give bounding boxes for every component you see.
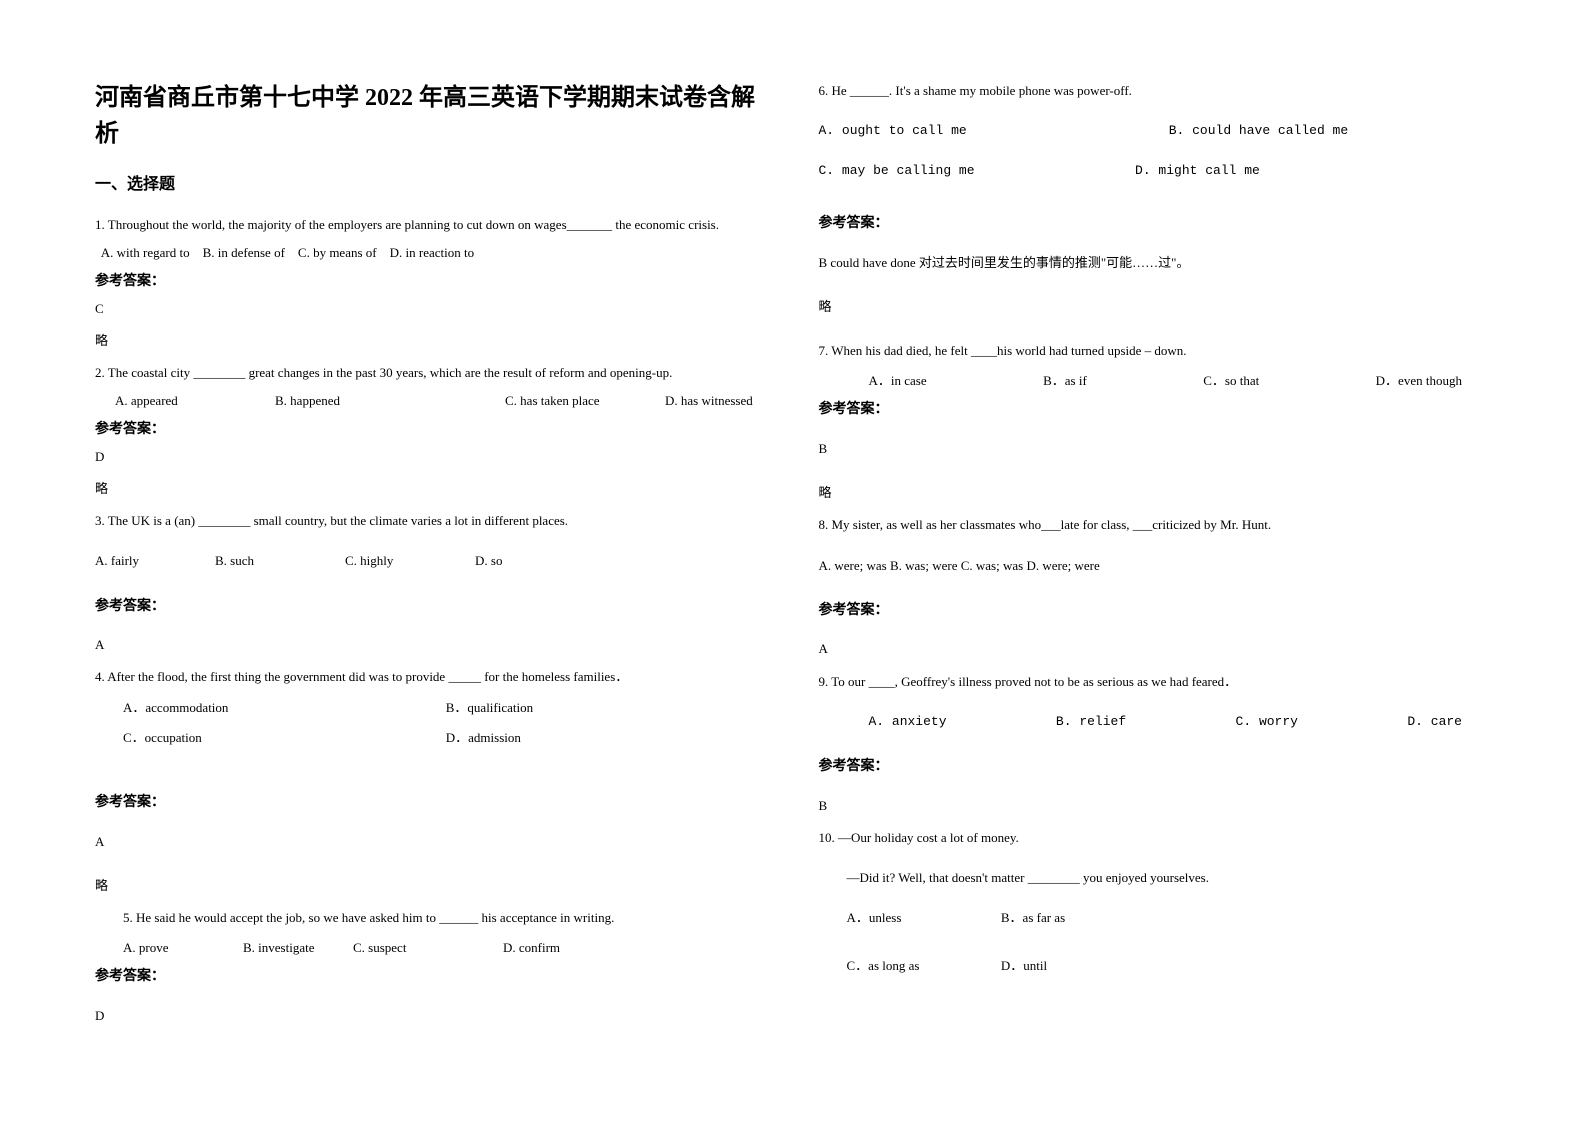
q1-options: A. with regard to B. in defense of C. by… [95,242,769,264]
question-10: 10. —Our holiday cost a lot of money. —D… [819,827,1493,985]
q10-opt-a: A．unless [847,907,1001,929]
q9-opt-c: C. worry [1236,711,1298,733]
answer-label: 参考答案： [95,965,769,989]
q6-note: 略 [819,296,1493,318]
question-8: 8. My sister, as well as her classmates … [819,514,1493,660]
q4-text: 4. After the flood, the first thing the … [95,666,769,688]
q3-options: A. fairly B. such C. highly D. so [95,550,769,572]
q1-note: 略 [95,330,769,352]
q6-opt-c: C. may be calling me [819,160,1136,182]
q1-answer: C [95,298,769,320]
q10-opt-b: B．as far as [1001,907,1155,929]
q5-options: A. prove B. investigate C. suspect D. co… [95,937,769,959]
q3-opt-a: A. fairly [95,550,215,572]
answer-label: 参考答案： [95,595,769,619]
q8-text: 8. My sister, as well as her classmates … [819,514,1493,536]
q5-text: 5. He said he would accept the job, so w… [95,907,769,929]
q6-opt-a: A. ought to call me [819,120,1169,142]
q7-options: A．in case B．as if C．so that D．even thoug… [819,370,1493,392]
q3-text: 3. The UK is a (an) ________ small count… [95,510,769,532]
q9-opt-a: A. anxiety [869,711,947,733]
q4-opt-c: C．occupation [123,727,446,749]
q10-opt-c: C．as long as [847,955,1001,977]
q7-opt-d: D．even though [1376,370,1462,392]
q6-text: 6. He ______. It's a shame my mobile pho… [819,80,1493,102]
section-header: 一、选择题 [95,170,769,194]
question-6: 6. He ______. It's a shame my mobile pho… [819,80,1493,318]
q9-text: 9. To our ____, Geoffrey's illness prove… [819,671,1493,693]
q6-answer: B could have done 对过去时间里发生的事情的推测"可能……过"。 [819,252,1493,274]
q10-opt-d: D．until [1001,955,1155,977]
q2-opt-b: B. happened [275,390,505,412]
q6-options-2: C. may be calling me D. might call me [819,160,1493,190]
q3-opt-b: B. such [215,550,345,572]
q4-answer: A [95,831,769,853]
answer-label: 参考答案： [819,212,1493,236]
answer-label: 参考答案： [95,791,769,815]
exam-title: 河南省商丘市第十七中学 2022 年高三英语下学期期末试卷含解析 [95,80,769,152]
answer-label: 参考答案： [819,398,1493,422]
q4-note: 略 [95,875,769,897]
q10-options-2: C．as long as D．until [819,955,1156,985]
q10-text1: 10. —Our holiday cost a lot of money. [819,827,1493,849]
q4-options: A．accommodation B．qualification C．occupa… [95,697,769,757]
q9-options: A. anxiety B. relief C. worry D. care [819,711,1493,733]
q9-answer: B [819,795,1493,817]
q7-opt-c: C．so that [1203,370,1259,392]
answer-label: 参考答案： [819,599,1493,623]
q7-answer: B [819,438,1493,460]
q5-opt-a: A. prove [123,937,243,959]
q5-opt-b: B. investigate [243,937,353,959]
question-9: 9. To our ____, Geoffrey's illness prove… [819,671,1493,817]
q3-opt-c: C. highly [345,550,475,572]
q2-answer: D [95,446,769,468]
q3-opt-d: D. so [475,550,502,572]
q4-opt-d: D．admission [446,727,769,749]
q10-text2: —Did it? Well, that doesn't matter _____… [819,867,1493,889]
q7-text: 7. When his dad died, he felt ____his wo… [819,340,1493,362]
q5-answer: D [95,1005,769,1027]
question-4: 4. After the flood, the first thing the … [95,666,769,896]
question-2: 2. The coastal city ________ great chang… [95,362,769,500]
q9-opt-d: D. care [1407,711,1462,733]
answer-label: 参考答案： [819,755,1493,779]
q2-opt-a: A. appeared [115,390,275,412]
question-3: 3. The UK is a (an) ________ small count… [95,510,769,656]
q8-options: A. were; was B. was; were C. was; was D.… [819,555,1493,577]
q4-opt-a: A．accommodation [123,697,446,719]
answer-label: 参考答案： [95,270,769,294]
q2-note: 略 [95,478,769,500]
q5-opt-c: C. suspect [353,937,503,959]
q6-opt-d: D. might call me [1135,160,1492,182]
q10-options: A．unless B．as far as [819,907,1156,937]
question-1: 1. Throughout the world, the majority of… [95,214,769,352]
q2-opt-d: D. has witnessed [665,390,753,412]
q8-answer: A [819,638,1493,660]
q7-opt-b: B．as if [1043,370,1087,392]
q2-opt-c: C. has taken place [505,390,665,412]
q6-options: A. ought to call me B. could have called… [819,120,1493,150]
q2-text: 2. The coastal city ________ great chang… [95,362,769,384]
q2-options: A. appeared B. happened C. has taken pla… [95,390,769,412]
q7-opt-a: A．in case [869,370,927,392]
q6-opt-b: B. could have called me [1169,120,1492,142]
q9-opt-b: B. relief [1056,711,1126,733]
q3-answer: A [95,634,769,656]
answer-label: 参考答案： [95,418,769,442]
question-7: 7. When his dad died, he felt ____his wo… [819,340,1493,504]
question-5: 5. He said he would accept the job, so w… [95,907,769,1027]
q7-note: 略 [819,482,1493,504]
q4-opt-b: B．qualification [446,697,769,719]
q5-opt-d: D. confirm [503,937,560,959]
q1-text: 1. Throughout the world, the majority of… [95,214,769,236]
